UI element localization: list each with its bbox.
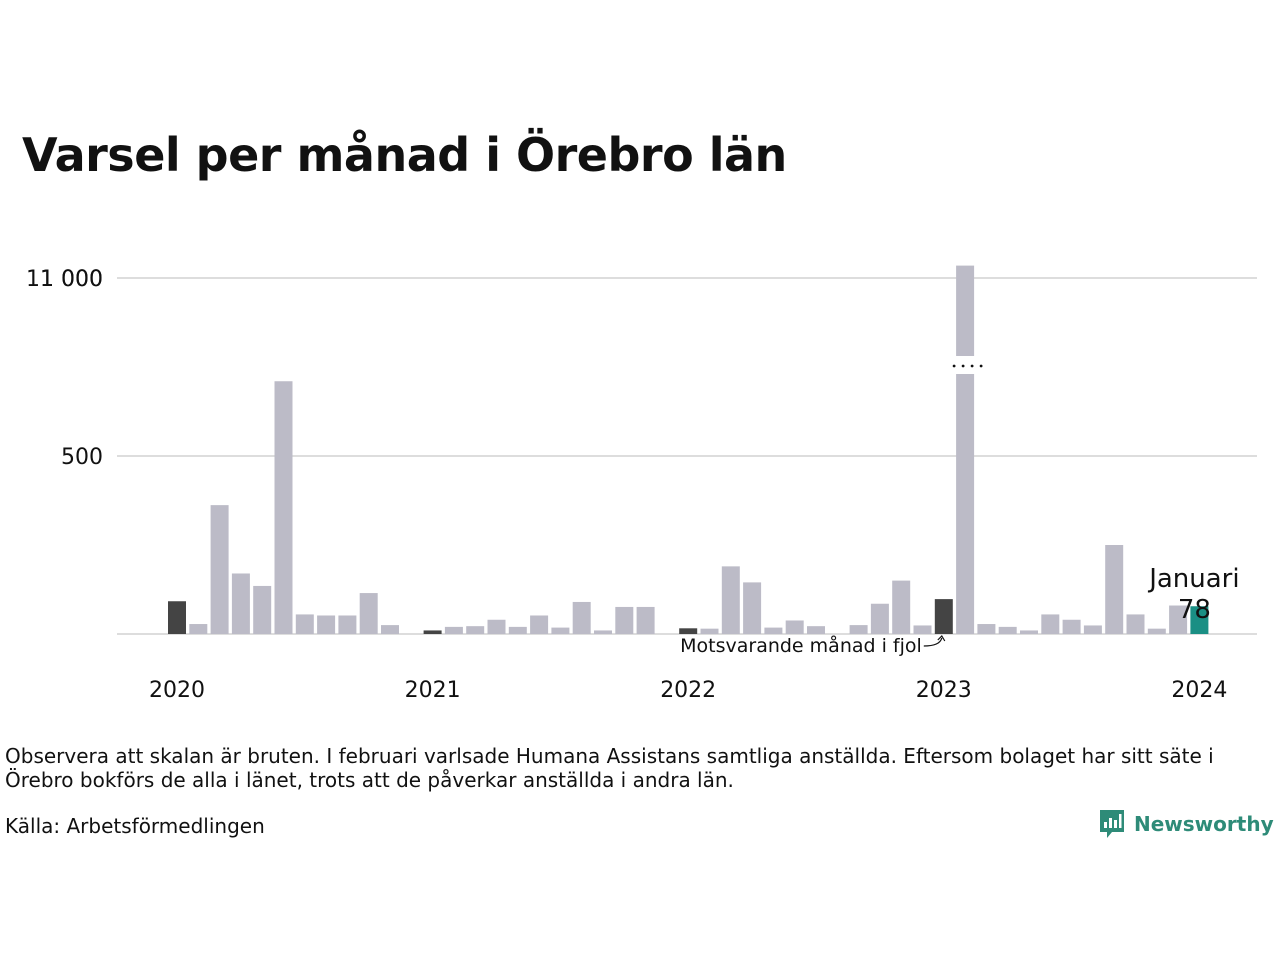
newsworthy-logo-icon bbox=[1100, 810, 1124, 838]
bar bbox=[1169, 605, 1188, 634]
annotation-arrowhead bbox=[937, 635, 946, 642]
chart-title: Varsel per månad i Örebro län bbox=[22, 128, 787, 182]
bar bbox=[508, 626, 527, 634]
bar bbox=[1020, 630, 1038, 634]
scale-break-dot bbox=[952, 364, 956, 368]
scale-break-gap bbox=[950, 356, 981, 374]
bar bbox=[807, 626, 825, 634]
bar bbox=[721, 566, 740, 634]
bar bbox=[700, 628, 719, 634]
bar bbox=[764, 627, 783, 634]
bar bbox=[1083, 625, 1102, 634]
scale-break-dot bbox=[979, 364, 983, 368]
source-label: Källa: Arbetsförmedlingen bbox=[5, 814, 265, 838]
bar bbox=[1126, 614, 1145, 634]
bar bbox=[444, 626, 463, 634]
bar bbox=[253, 585, 272, 634]
bar bbox=[295, 614, 314, 634]
bar bbox=[381, 625, 399, 634]
bar bbox=[615, 606, 634, 634]
bar-same-month-last-year bbox=[934, 599, 953, 634]
bar-same-month-last-year bbox=[168, 601, 186, 634]
scale-break-dot bbox=[961, 364, 965, 368]
bar bbox=[359, 593, 378, 634]
bar bbox=[1147, 628, 1166, 634]
x-tick-label: 2020 bbox=[149, 678, 205, 700]
bar bbox=[274, 381, 293, 634]
bar bbox=[210, 505, 229, 634]
bar bbox=[189, 624, 208, 634]
bar bbox=[870, 603, 889, 634]
annotation-arrow bbox=[923, 637, 943, 647]
bar bbox=[956, 265, 975, 634]
bar bbox=[338, 615, 357, 634]
bar bbox=[977, 624, 996, 634]
x-tick-label: 2021 bbox=[405, 678, 461, 700]
x-axis-tick-labels: 2020 2021 2022 2023 2024 bbox=[149, 678, 1227, 700]
current-month-value: 78 bbox=[1178, 595, 1211, 625]
y-tick-label: 1 000 bbox=[40, 267, 103, 292]
scale-break-dot bbox=[970, 364, 974, 368]
chart-note: Observera att skalan är bruten. I februa… bbox=[5, 744, 1214, 792]
x-tick-label: 2024 bbox=[1171, 678, 1227, 700]
bar bbox=[594, 630, 612, 634]
bar bbox=[551, 627, 570, 634]
y-tick-label: 11 000 bbox=[26, 267, 103, 292]
brand-name: Newsworthy bbox=[1134, 812, 1274, 836]
bar bbox=[913, 625, 932, 634]
bar bbox=[743, 582, 762, 634]
bar bbox=[466, 626, 485, 634]
bar bbox=[892, 580, 911, 634]
bars bbox=[168, 265, 1209, 634]
newsworthy-logo: Newsworthy bbox=[1098, 808, 1274, 840]
bar bbox=[785, 620, 804, 634]
bar bbox=[530, 615, 549, 634]
bar bbox=[1062, 619, 1081, 634]
bar-same-month-last-year bbox=[423, 630, 442, 634]
x-tick-label: 2023 bbox=[916, 678, 972, 700]
bar-same-month-last-year bbox=[679, 628, 698, 634]
x-tick-label: 2022 bbox=[660, 678, 716, 700]
bar bbox=[1105, 545, 1124, 634]
bar bbox=[572, 601, 591, 634]
bar bbox=[1041, 614, 1060, 634]
y-tick-label: 500 bbox=[61, 445, 103, 470]
bar bbox=[998, 626, 1017, 634]
bar-current-month bbox=[1190, 606, 1209, 634]
bar bbox=[231, 573, 250, 634]
bar bbox=[636, 606, 655, 634]
last-year-annotation: Motsvarande månad i fjol bbox=[680, 634, 922, 657]
current-month-label: Januari bbox=[1147, 564, 1239, 594]
bar bbox=[317, 615, 336, 634]
bar bbox=[487, 619, 506, 634]
bar bbox=[849, 625, 868, 634]
